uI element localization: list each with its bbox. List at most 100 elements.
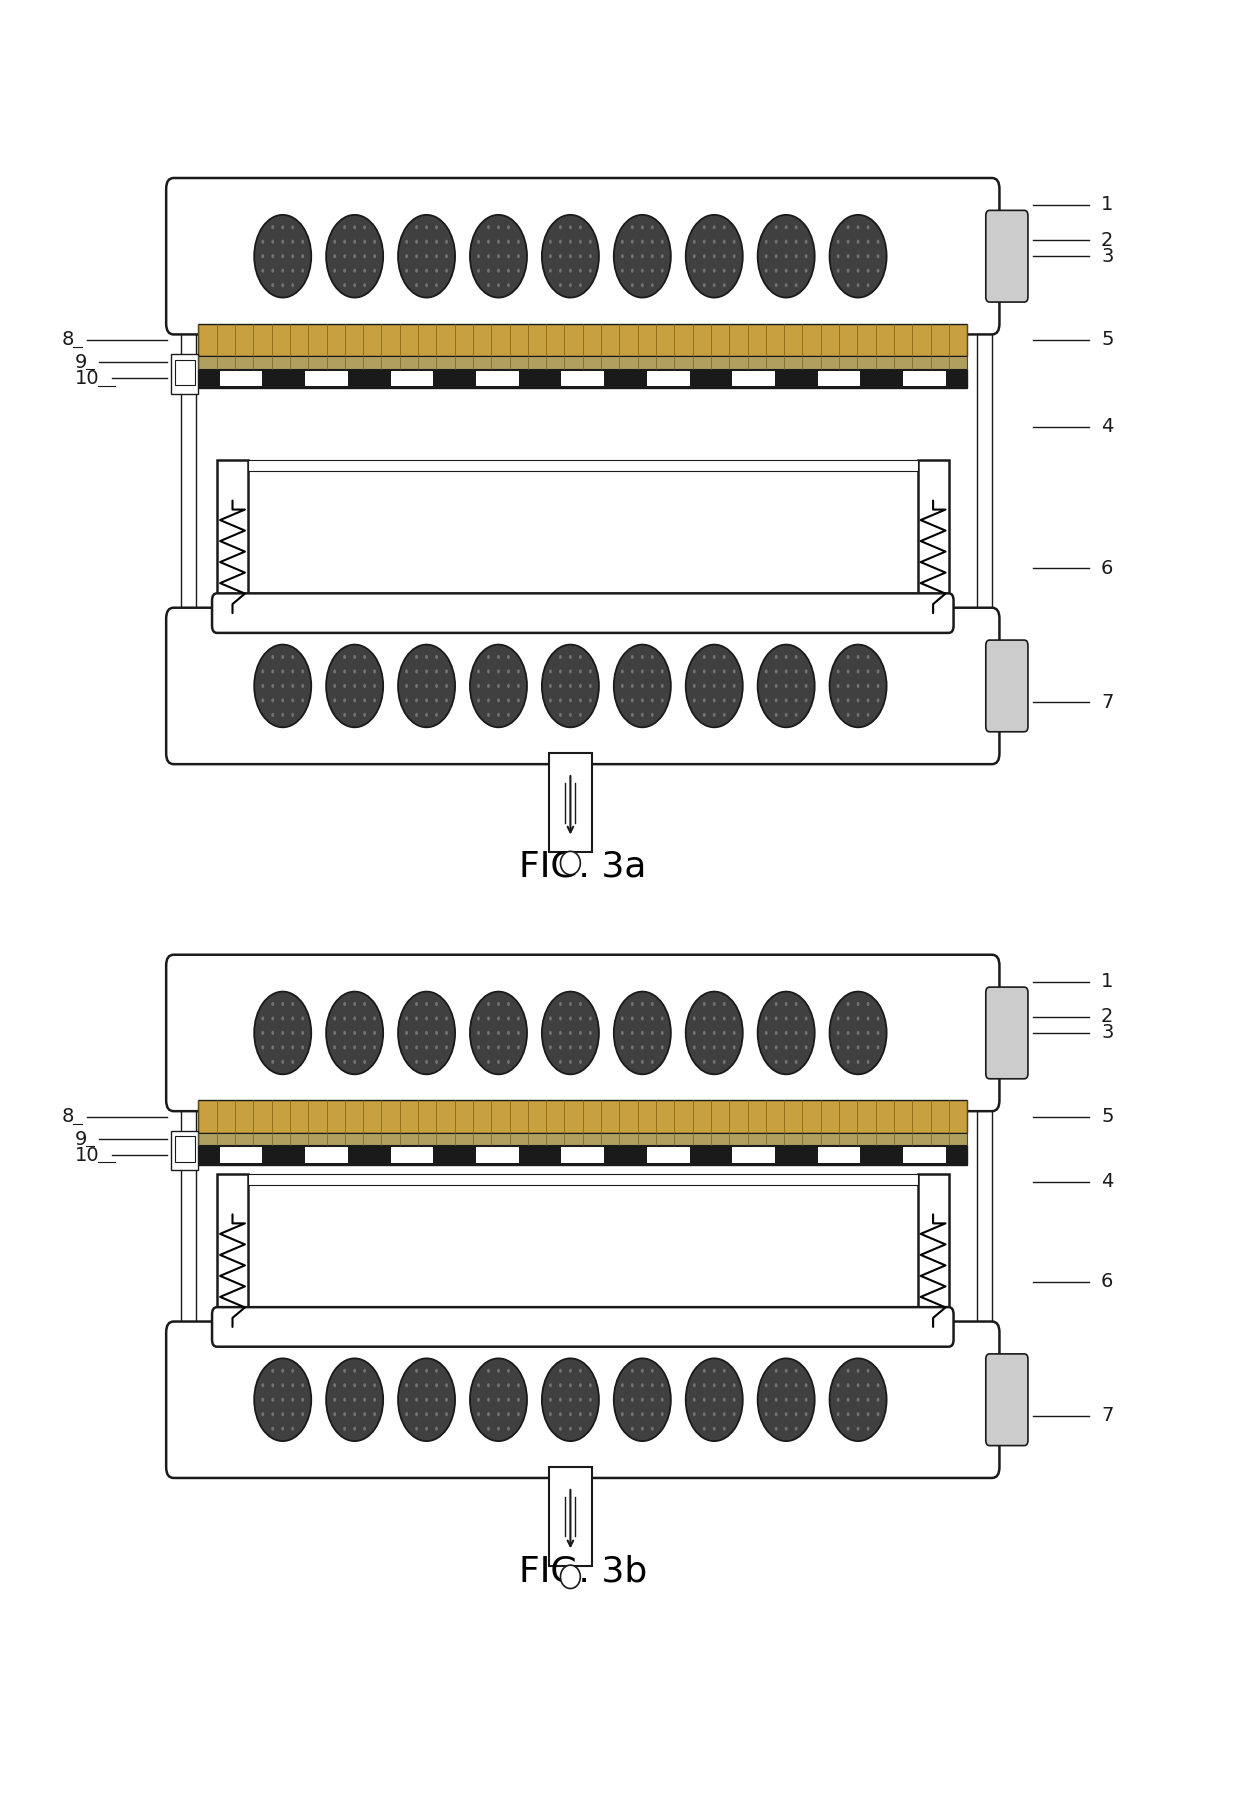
Ellipse shape [857,239,859,245]
Text: 8: 8 [62,1108,74,1126]
Text: FIG. 3a: FIG. 3a [520,850,646,883]
Ellipse shape [507,1426,510,1431]
Ellipse shape [415,698,418,703]
Ellipse shape [507,282,510,288]
Ellipse shape [661,683,663,689]
Ellipse shape [785,239,787,245]
Ellipse shape [497,282,500,288]
Ellipse shape [805,683,807,689]
Ellipse shape [272,268,274,273]
Ellipse shape [733,268,735,273]
Ellipse shape [425,268,428,273]
Ellipse shape [795,225,797,230]
Ellipse shape [353,268,356,273]
Ellipse shape [272,1059,274,1064]
Ellipse shape [281,268,284,273]
Ellipse shape [415,1030,418,1036]
Ellipse shape [281,1016,284,1021]
Ellipse shape [542,991,599,1075]
Ellipse shape [723,1001,725,1007]
Ellipse shape [847,254,849,259]
Ellipse shape [343,254,346,259]
Ellipse shape [487,683,490,689]
Ellipse shape [651,1045,653,1050]
Ellipse shape [477,1397,480,1402]
Ellipse shape [497,1368,500,1374]
Ellipse shape [569,225,572,230]
Ellipse shape [363,1368,366,1374]
Ellipse shape [262,254,264,259]
Ellipse shape [477,698,480,703]
Ellipse shape [415,225,418,230]
Ellipse shape [703,282,706,288]
Ellipse shape [723,1045,725,1050]
Ellipse shape [713,1368,715,1374]
Ellipse shape [877,1030,879,1036]
Ellipse shape [560,1564,580,1589]
Ellipse shape [415,1001,418,1007]
Ellipse shape [805,1016,807,1021]
Ellipse shape [291,254,294,259]
Bar [198,1145,967,1165]
Ellipse shape [497,1397,500,1402]
Ellipse shape [363,683,366,689]
Ellipse shape [569,1030,572,1036]
Ellipse shape [569,1383,572,1388]
FancyBboxPatch shape [166,955,999,1111]
Ellipse shape [857,654,859,660]
Ellipse shape [363,225,366,230]
Ellipse shape [353,1045,356,1050]
Ellipse shape [631,683,634,689]
Ellipse shape [487,698,490,703]
Ellipse shape [415,1368,418,1374]
Ellipse shape [785,1383,787,1388]
Text: 2: 2 [1101,1007,1114,1027]
Ellipse shape [631,669,634,674]
Ellipse shape [723,712,725,717]
Ellipse shape [353,1383,356,1388]
Ellipse shape [837,254,839,259]
Ellipse shape [343,1383,346,1388]
Ellipse shape [651,225,653,230]
Ellipse shape [281,239,284,245]
Ellipse shape [334,669,336,674]
Ellipse shape [775,1383,777,1388]
Ellipse shape [847,1368,849,1374]
Ellipse shape [405,669,408,674]
Ellipse shape [877,239,879,245]
Ellipse shape [765,683,768,689]
Ellipse shape [262,683,264,689]
Ellipse shape [363,669,366,674]
Bar [391,1147,433,1163]
Ellipse shape [837,239,839,245]
Ellipse shape [723,698,725,703]
Ellipse shape [477,1030,480,1036]
Ellipse shape [291,1016,294,1021]
Ellipse shape [363,654,366,660]
Text: 5: 5 [1101,331,1114,349]
Text: 9: 9 [74,1129,87,1149]
Ellipse shape [703,654,706,660]
Ellipse shape [579,225,582,230]
Ellipse shape [487,1426,490,1431]
Ellipse shape [621,1411,624,1417]
Ellipse shape [272,1045,274,1050]
Ellipse shape [641,1016,644,1021]
Text: FIG. 3b: FIG. 3b [518,1555,647,1588]
Ellipse shape [651,1426,653,1431]
Ellipse shape [373,683,376,689]
Ellipse shape [487,1030,490,1036]
Ellipse shape [507,1397,510,1402]
Ellipse shape [795,1411,797,1417]
Ellipse shape [795,1045,797,1050]
Ellipse shape [497,654,500,660]
Ellipse shape [589,683,591,689]
Ellipse shape [837,1397,839,1402]
Ellipse shape [507,654,510,660]
Ellipse shape [405,683,408,689]
Bar [171,354,198,394]
Bar [198,356,967,369]
Ellipse shape [713,282,715,288]
Bar [562,1147,604,1163]
Ellipse shape [651,698,653,703]
